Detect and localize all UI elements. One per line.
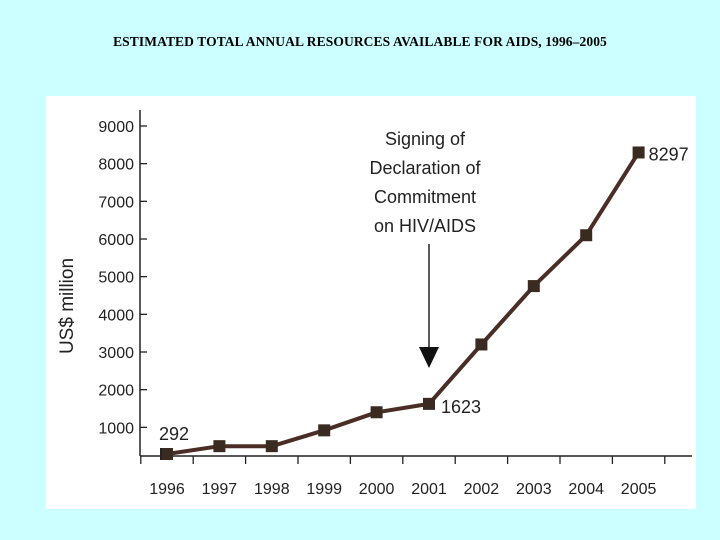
y-tick-label: 4000 bbox=[98, 307, 134, 324]
y-tick-label: 5000 bbox=[98, 270, 134, 287]
data-point-marker bbox=[370, 406, 383, 419]
data-point-marker bbox=[527, 280, 540, 293]
x-tick-label: 1998 bbox=[254, 481, 290, 498]
y-tick-label: 3000 bbox=[98, 345, 134, 362]
data-point-marker bbox=[213, 440, 226, 453]
annotation-line: Commitment bbox=[374, 187, 476, 207]
x-tick-label: 1996 bbox=[149, 481, 185, 498]
x-tick-label: 2001 bbox=[411, 481, 447, 498]
data-point-marker bbox=[318, 424, 331, 437]
y-tick-label: 7000 bbox=[98, 194, 134, 211]
x-tick-label: 2003 bbox=[516, 481, 552, 498]
x-tick-label: 2002 bbox=[464, 481, 500, 498]
annotation-line: on HIV/AIDS bbox=[374, 216, 476, 236]
annotation: Signing of Declaration of Commitment on … bbox=[369, 129, 482, 368]
data-point-marker bbox=[632, 146, 645, 159]
y-tick-label: 6000 bbox=[98, 232, 134, 249]
data-markers bbox=[160, 146, 645, 461]
y-tick-label: 1000 bbox=[98, 420, 134, 437]
y-tick-label: 8000 bbox=[98, 157, 134, 174]
data-point-marker bbox=[161, 448, 173, 461]
slide-title: ESTIMATED TOTAL ANNUAL RESOURCES AVAILAB… bbox=[113, 34, 607, 49]
data-label: 292 bbox=[159, 424, 189, 444]
data-label: 1623 bbox=[441, 397, 481, 417]
data-point-marker bbox=[265, 440, 278, 453]
x-tick-label: 1999 bbox=[306, 481, 342, 498]
data-point-marker bbox=[423, 397, 435, 410]
y-axis-label: US$ million bbox=[57, 258, 78, 354]
y-tick-label: 2000 bbox=[98, 383, 134, 400]
data-labels: 292 1623 8297 bbox=[159, 144, 689, 444]
annotation-line: Declaration of bbox=[369, 158, 481, 178]
annotation-line: Signing of bbox=[385, 129, 466, 149]
line-chart: 1000 2000 3000 4000 5000 6000 7000 8000 9000 199… bbox=[57, 110, 692, 498]
y-ticks: 1000 2000 3000 4000 5000 6000 7000 8000 9000 bbox=[98, 119, 147, 437]
x-tick-label: 1997 bbox=[202, 481, 238, 498]
data-label: 8297 bbox=[649, 144, 689, 164]
data-point-marker bbox=[580, 229, 593, 242]
series-line bbox=[166, 151, 641, 456]
data-point-marker bbox=[475, 338, 488, 351]
y-tick-label: 9000 bbox=[98, 119, 134, 136]
x-tick-label: 2000 bbox=[359, 481, 395, 498]
x-ticks: 1996 1997 1998 1999 2000 2001 2002 2003 2004 2005 bbox=[140, 456, 666, 498]
annotation-arrow-head bbox=[419, 347, 439, 368]
chart-panel: 1000 2000 3000 4000 5000 6000 7000 8000 9000 199… bbox=[46, 96, 696, 509]
x-tick-label: 2005 bbox=[621, 481, 657, 498]
x-tick-label: 2004 bbox=[568, 481, 604, 498]
